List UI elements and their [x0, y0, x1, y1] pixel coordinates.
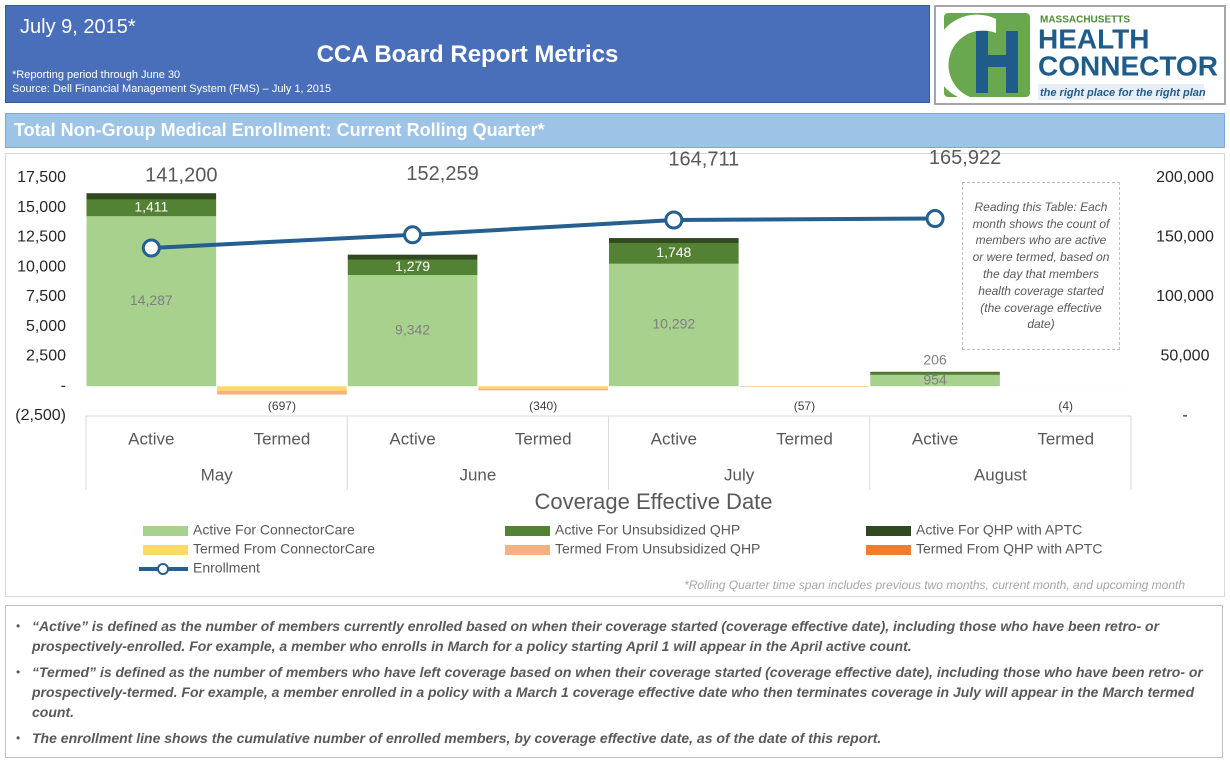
enrollment-label: 164,711	[668, 148, 739, 170]
logo-health: HEALTH	[1038, 23, 1149, 54]
y2-tick-label: 50,000	[1161, 348, 1210, 365]
total-label: (4)	[1058, 399, 1073, 413]
legend-label: Termed From Unsubsidized QHP	[555, 541, 760, 557]
group-label: August	[974, 465, 1027, 484]
y-tick-label: 5,000	[26, 318, 66, 335]
bar-segment	[86, 199, 217, 217]
enrollment-label: 165,922	[929, 147, 1001, 169]
bar-segment	[609, 238, 739, 243]
x-tick-label: Active	[651, 429, 697, 448]
y2-tick-label: 150,000	[1156, 229, 1214, 246]
legend-label: Enrollment	[193, 560, 260, 576]
x-tick-label: Active	[912, 429, 958, 448]
legend-swatch	[143, 526, 188, 536]
y-tick-label: 2,500	[26, 348, 66, 365]
y2-tick-label: 200,000	[1156, 169, 1214, 186]
bar-segment	[347, 275, 478, 387]
y2-tick-label: 100,000	[1156, 288, 1214, 305]
legend-label: Termed From ConnectorCare	[193, 541, 375, 557]
bar-segment	[870, 374, 1000, 387]
y2-tick-label: -	[1182, 407, 1187, 424]
legend-label: Termed From QHP with APTC	[916, 541, 1102, 557]
y-tick-label: 17,500	[17, 169, 66, 186]
report-date: July 9, 2015*	[20, 16, 136, 38]
footnote: *Rolling Quarter time span includes prev…	[684, 578, 1185, 592]
group-label: July	[724, 465, 755, 484]
note-bullet: “Termed” is defined as the number of mem…	[16, 662, 1210, 722]
notes: “Active” is defined as the number of mem…	[5, 605, 1223, 758]
bar-segment	[347, 259, 478, 276]
data-label: 1,279	[395, 258, 430, 274]
group-label: June	[459, 465, 496, 484]
bar-segment	[217, 386, 347, 391]
legend-label: Active For Unsubsidized QHP	[555, 522, 740, 538]
note-bullet: The enrollment line shows the cumulative…	[16, 728, 1210, 748]
total-label: (57)	[794, 399, 815, 413]
bar-segment	[870, 371, 1000, 373]
x-tick-label: Termed	[254, 429, 311, 448]
enrollment-point	[403, 225, 423, 245]
chart: (2,500) - 2,500 5,000 7,500 10,000 12,500 15,00…	[15, 147, 1214, 592]
data-label: 206	[923, 351, 947, 367]
group-label: May	[201, 465, 234, 484]
logo-connector: CONNECTOR	[1038, 50, 1218, 81]
header: July 9, 2015* CCA Board Report Metrics *…	[5, 5, 930, 103]
y-tick-label: 7,500	[26, 288, 66, 305]
bar-segment	[347, 254, 478, 260]
x-tick-label: Termed	[515, 429, 572, 448]
data-label: 1,411	[134, 199, 168, 215]
bar-segment	[870, 372, 1000, 375]
x-tick-label: Termed	[1037, 429, 1094, 448]
y-tick-label: (2,500)	[15, 407, 66, 424]
section-title: Total Non-Group Medical Enrollment: Curr…	[5, 113, 1225, 148]
reporting-note: *Reporting period through June 30	[12, 69, 181, 81]
bar-segment	[478, 386, 608, 389]
data-label: 10,292	[652, 316, 695, 332]
data-label: 954	[923, 371, 947, 387]
logo: MASSACHUSETTS HEALTH CONNECTOR the right…	[933, 5, 1226, 105]
data-label: 9,342	[395, 321, 430, 337]
legend-swatch	[866, 545, 911, 555]
enrollment-line	[151, 216, 936, 250]
legend-label: Active For QHP with APTC	[916, 522, 1082, 538]
data-label: 1,748	[656, 244, 691, 260]
y-tick-label: -	[61, 377, 66, 394]
x-tick-label: Active	[128, 429, 174, 448]
legend-swatch	[505, 526, 550, 536]
source-note: Source: Dell Financial Management System…	[12, 83, 332, 95]
note-bullet: “Active” is defined as the number of mem…	[16, 616, 1210, 656]
enrollment-label: 141,200	[145, 164, 217, 186]
data-label: 14,287	[130, 292, 173, 308]
legend-swatch	[505, 545, 550, 555]
bar-segment	[86, 193, 217, 200]
report-title: CCA Board Report Metrics	[316, 41, 619, 68]
logo-state: MASSACHUSETTS	[1040, 15, 1130, 26]
x-tick-label: Active	[389, 429, 435, 448]
legend-swatch	[866, 526, 911, 536]
bar-segment	[609, 242, 739, 264]
legend-swatch	[143, 545, 188, 555]
chart-frame	[5, 153, 1225, 597]
annotation: Reading this Table: Each month shows the…	[962, 182, 1120, 350]
logo-tagline: the right place for the right plan	[1040, 87, 1206, 99]
total-label: (697)	[268, 399, 296, 413]
enrollment-label: 152,259	[406, 163, 478, 185]
y-tick-label: 15,000	[17, 199, 66, 216]
enrollment-point	[925, 209, 945, 229]
logo-mark: MASSACHUSETTS HEALTH CONNECTOR the right…	[933, 13, 1218, 100]
y-tick-label: 12,500	[17, 229, 66, 246]
enrollment-point	[141, 238, 161, 258]
y-tick-label: 10,000	[17, 258, 66, 275]
legend-label: Active For ConnectorCare	[193, 522, 355, 538]
bar-segment	[609, 263, 739, 387]
x-tick-label: Termed	[776, 429, 833, 448]
bar-segment	[217, 390, 347, 395]
enrollment-point	[664, 210, 684, 230]
legend-marker	[157, 563, 169, 575]
bar-segment	[478, 388, 608, 391]
annotation-text: Reading this Table: Each month shows the…	[972, 199, 1110, 332]
x-axis-title: Coverage Effective Date	[534, 489, 772, 514]
total-label: (340)	[529, 399, 557, 413]
